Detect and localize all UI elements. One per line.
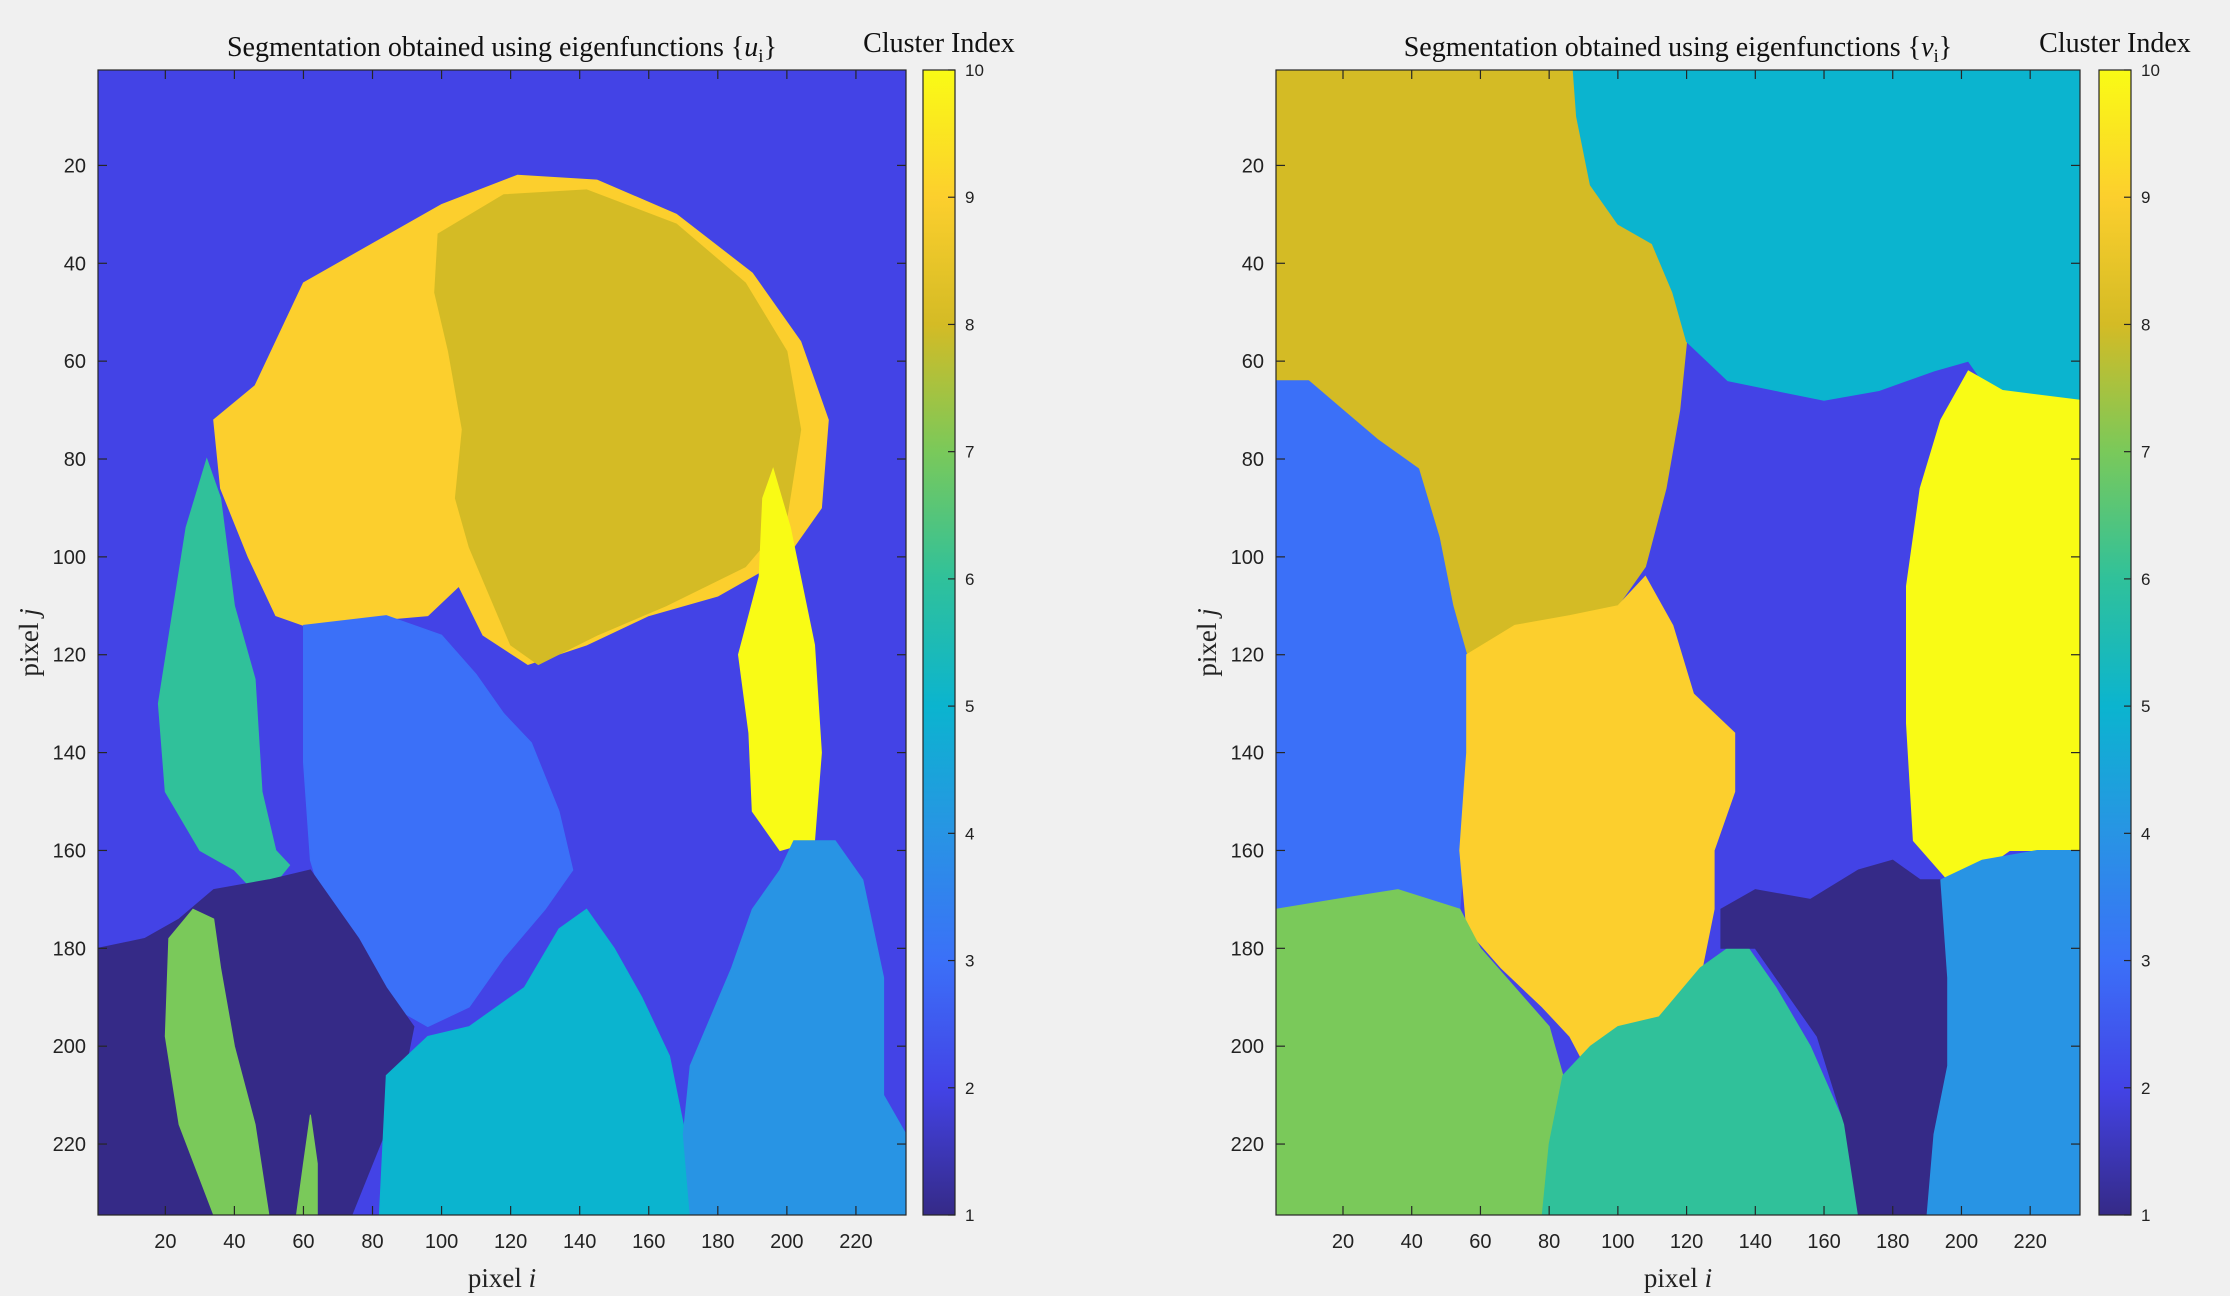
x-tick-label: 100	[425, 1231, 458, 1253]
x-tick-label: 20	[1332, 1231, 1354, 1253]
y-tick-label: 60	[1242, 351, 1264, 373]
y-tick-label: 200	[53, 1036, 86, 1058]
x-tick-label: 120	[494, 1231, 527, 1253]
colorbar-tick-label: 1	[2141, 1206, 2150, 1225]
x-tick-label: 60	[292, 1231, 314, 1253]
colorbar-tick-label: 10	[2141, 61, 2160, 80]
y-tick-label: 120	[1231, 645, 1264, 667]
y-tick-label: 160	[53, 840, 86, 862]
colorbar-tick-label: 7	[965, 443, 974, 462]
colorbar-tick-label: 3	[2141, 952, 2150, 971]
cluster-region-7	[164, 908, 270, 1215]
y-tick-label: 80	[64, 449, 86, 471]
colorbar-tick-label: 9	[965, 188, 974, 207]
cluster-region-4	[1926, 850, 2080, 1215]
colorbar: 1 2 3 4 5 6 7 8 9 10 Cluster Index	[863, 28, 1015, 1225]
colorbar-tick-label: 5	[2141, 697, 2150, 716]
x-tick-label: 160	[1807, 1231, 1840, 1253]
chart-title: Segmentation obtained using eigenfunctio…	[227, 32, 777, 67]
x-tick-label: 100	[1601, 1231, 1634, 1253]
colorbar-tick-label: 5	[965, 697, 974, 716]
colorbar-tick-label: 10	[965, 61, 984, 80]
y-tick-label: 140	[1231, 743, 1264, 765]
heatmap-panel-2: 20 40 60 80 100 120 140 160 180 200 220 20 40 60 80 100…	[1192, 28, 2191, 1293]
x-tick-label: 140	[1739, 1231, 1772, 1253]
cluster-region-7	[295, 1114, 318, 1215]
cluster-region-10	[737, 467, 822, 852]
x-tick-label: 120	[1670, 1231, 1703, 1253]
cluster-region-10	[1906, 370, 2080, 881]
cluster-region-5	[378, 908, 698, 1215]
y-tick-label: 20	[1242, 155, 1264, 177]
cluster-region-8	[434, 189, 802, 666]
x-tick-label: 180	[1876, 1231, 1909, 1253]
colorbar-tick-label: 7	[2141, 443, 2150, 462]
colorbar-tick-label: 1	[965, 1206, 974, 1225]
colorbar-gradient	[2098, 69, 2132, 1216]
heatmap-panel-1: 20 40 60 80 100 120 140 160 180 200 220 20 40 60 80 100…	[14, 28, 1015, 1293]
y-axis-label: pixel j	[1192, 608, 1222, 676]
x-tick-label: 220	[839, 1231, 872, 1253]
colorbar-tick-label: 9	[2141, 188, 2150, 207]
y-tick-label: 160	[1231, 840, 1264, 862]
y-tick-label: 200	[1231, 1036, 1264, 1058]
x-axis-label: pixel i	[1644, 1263, 1712, 1293]
colorbar-tick-label: 4	[965, 824, 974, 843]
colorbar-tick-label: 8	[2141, 315, 2150, 334]
colorbar-tick-label: 6	[2141, 570, 2150, 589]
y-tick-label: 100	[53, 547, 86, 569]
x-tick-label: 180	[701, 1231, 734, 1253]
y-tick-label: 120	[53, 645, 86, 667]
y-tick-label: 80	[1242, 449, 1264, 471]
x-tick-label: 40	[223, 1231, 245, 1253]
x-tick-label: 40	[1401, 1231, 1423, 1253]
colorbar-tick-label: 6	[965, 570, 974, 589]
y-tick-label: 20	[64, 155, 86, 177]
y-tick-label: 220	[1231, 1134, 1264, 1156]
x-tick-label: 200	[770, 1231, 803, 1253]
y-tick-label: 100	[1231, 547, 1264, 569]
y-tick-label: 40	[1242, 253, 1264, 275]
y-tick-label: 60	[64, 351, 86, 373]
colorbar-tick-label: 4	[2141, 824, 2150, 843]
plot-axes-box	[1275, 69, 2081, 1216]
x-tick-label: 80	[361, 1231, 383, 1253]
x-tick-label: 20	[154, 1231, 176, 1253]
x-tick-label: 80	[1538, 1231, 1560, 1253]
colorbar-tick-label: 8	[965, 315, 974, 334]
y-tick-label: 180	[1231, 938, 1264, 960]
colorbar-tick-label: 2	[965, 1079, 974, 1098]
x-tick-label: 60	[1469, 1231, 1491, 1253]
cluster-region-7	[1276, 889, 1564, 1215]
x-tick-label: 140	[563, 1231, 596, 1253]
x-axis-label: pixel i	[468, 1263, 536, 1293]
cluster-region-4	[682, 840, 906, 1215]
colorbar-title: Cluster Index	[2039, 28, 2191, 59]
x-tick-label: 220	[2013, 1231, 2046, 1253]
cluster-region-9	[1459, 575, 1736, 1077]
y-axis-label: pixel j	[14, 608, 44, 676]
colorbar-gradient	[922, 69, 956, 1216]
x-tick-label: 160	[632, 1231, 665, 1253]
plot-axes-box	[97, 69, 907, 1216]
colorbar: 1 2 3 4 5 6 7 8 9 10 Cluster Index	[2039, 28, 2191, 1225]
colorbar-tick-label: 3	[965, 952, 974, 971]
y-tick-label: 40	[64, 253, 86, 275]
colorbar-title: Cluster Index	[863, 28, 1015, 59]
y-tick-label: 180	[53, 938, 86, 960]
chart-title: Segmentation obtained using eigenfunctio…	[1404, 32, 1953, 67]
y-tick-label: 140	[53, 743, 86, 765]
cluster-region-6	[1541, 937, 1859, 1215]
colorbar-tick-label: 2	[2141, 1079, 2150, 1098]
x-tick-label: 200	[1945, 1231, 1978, 1253]
y-tick-label: 220	[53, 1134, 86, 1156]
